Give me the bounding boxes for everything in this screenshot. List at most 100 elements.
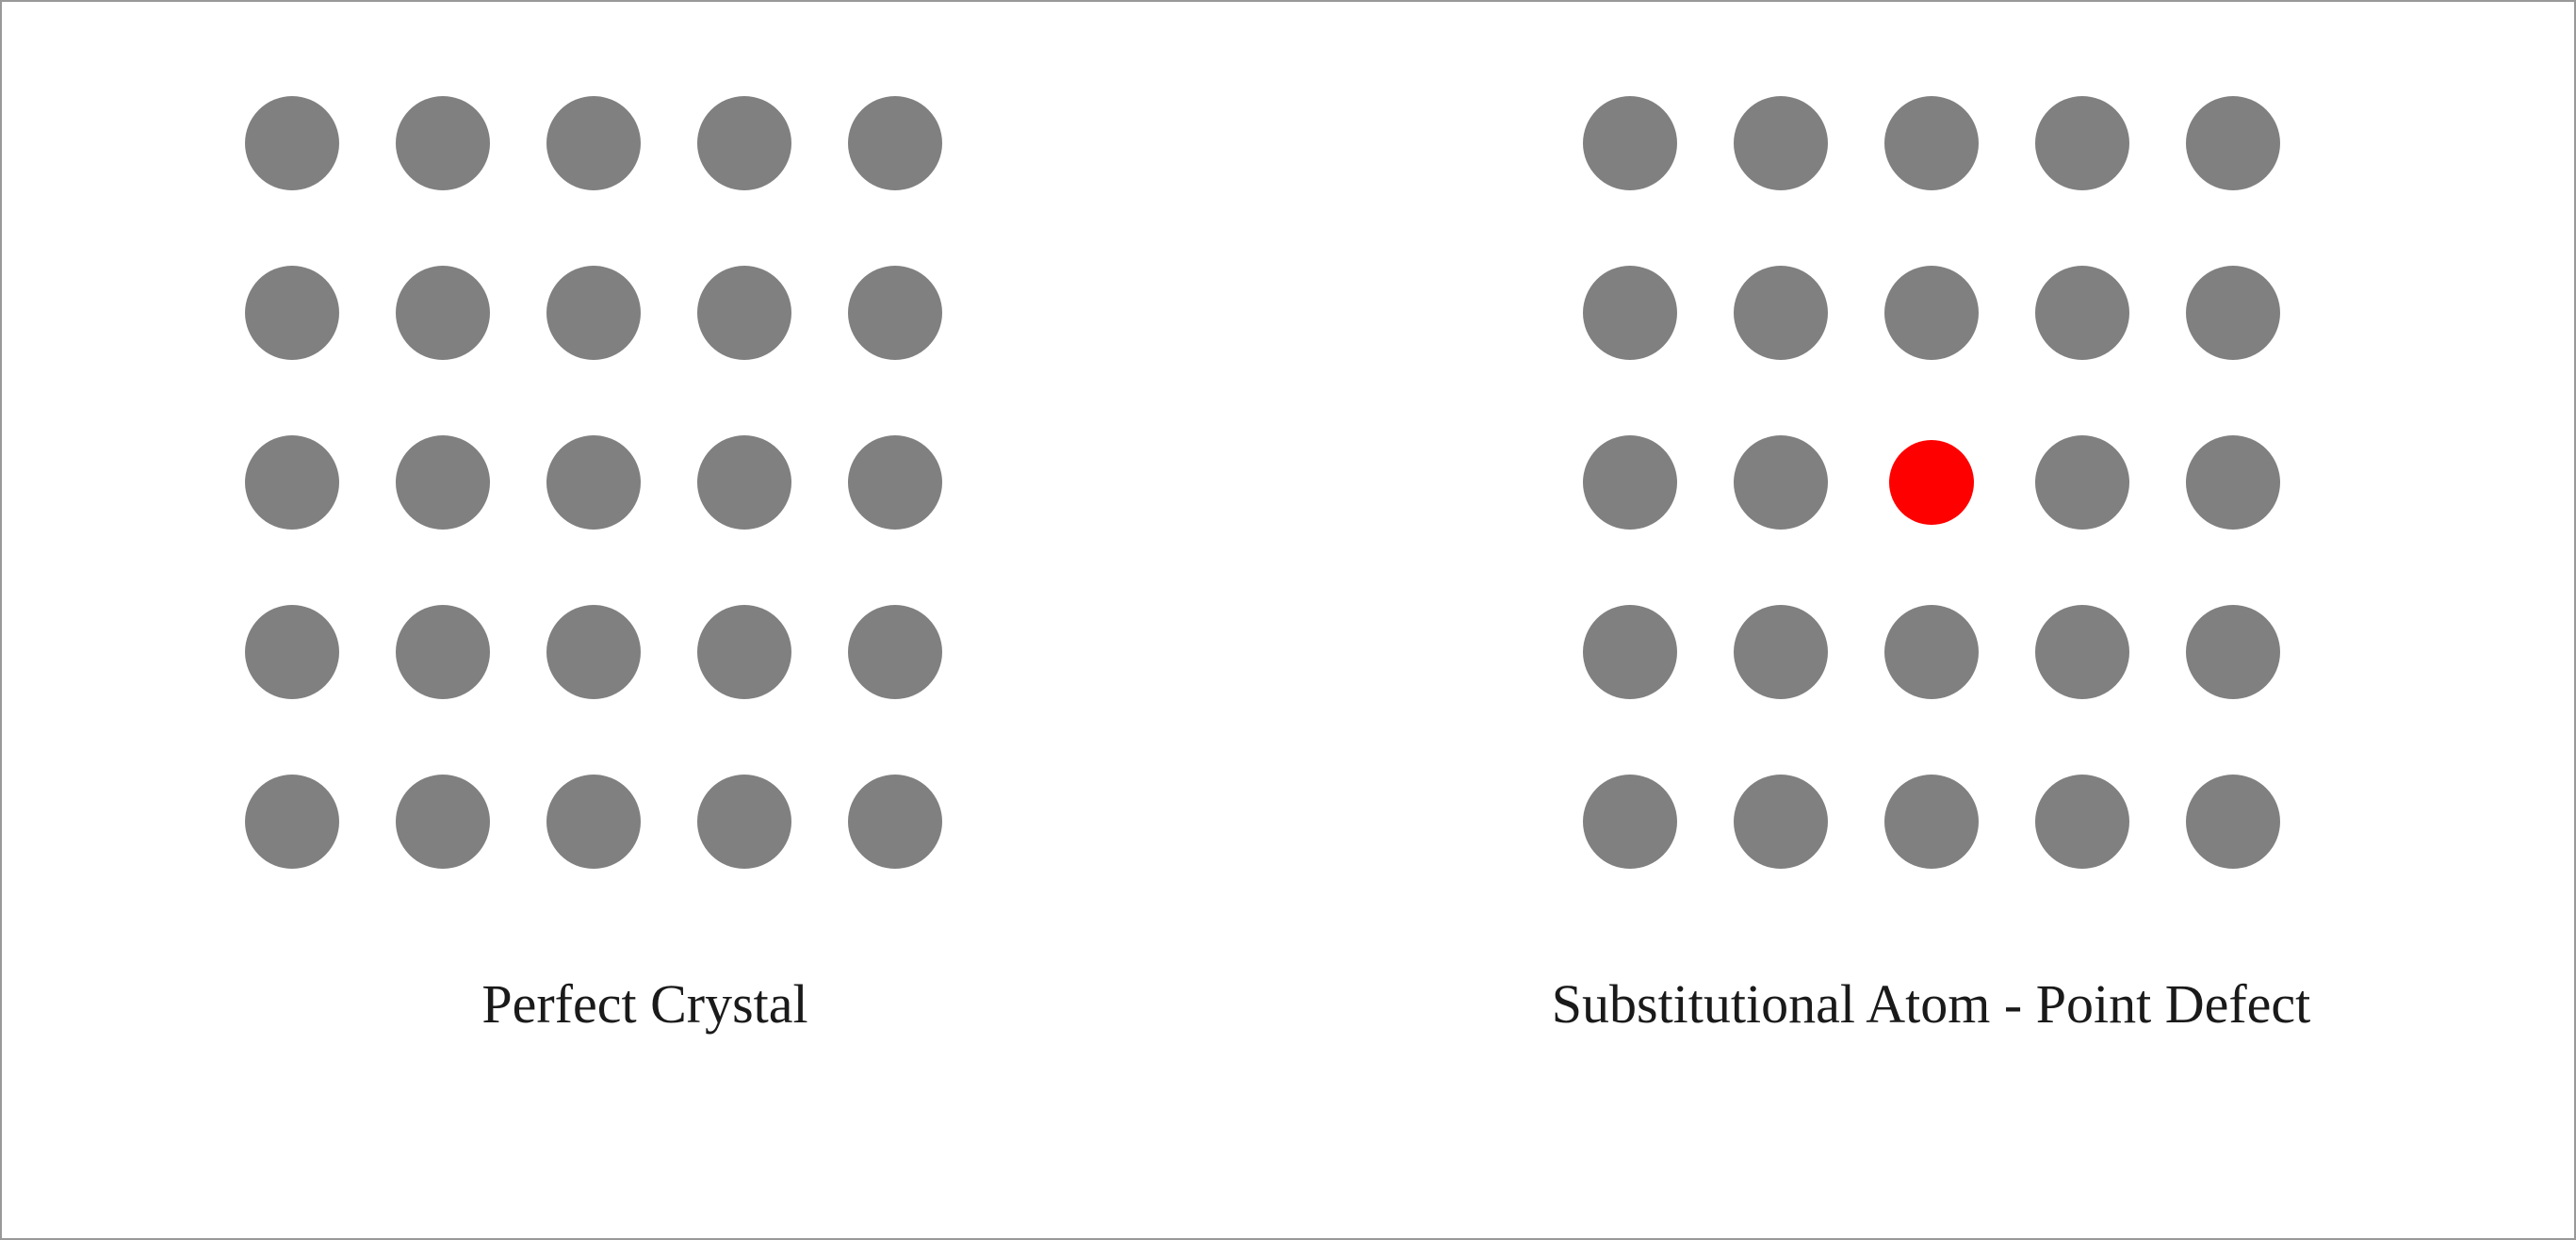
lattice-atom (1583, 266, 1677, 360)
atom-cell (546, 266, 641, 360)
lattice-atom (2035, 96, 2129, 190)
substitutional-defect-caption: Substitutional Atom - Point Defect (1552, 972, 2311, 1036)
atom-cell (697, 96, 791, 190)
lattice-atom (245, 266, 339, 360)
lattice-atom (848, 266, 942, 360)
substitutional-defect-lattice (1583, 96, 2280, 869)
atom-cell (2186, 605, 2280, 699)
atom-cell (2035, 96, 2129, 190)
atom-cell (848, 435, 942, 530)
atom-cell (1583, 266, 1677, 360)
lattice-atom (2035, 266, 2129, 360)
atom-cell (1734, 775, 1828, 869)
atom-cell (1884, 266, 1979, 360)
diagram-container: Perfect Crystal Substitutional Atom - Po… (2, 2, 2574, 1238)
atom-cell (396, 775, 490, 869)
atom-cell (245, 605, 339, 699)
lattice-atom (2186, 96, 2280, 190)
lattice-atom (697, 96, 791, 190)
atom-cell (546, 96, 641, 190)
atom-cell (396, 605, 490, 699)
lattice-atom (697, 266, 791, 360)
lattice-atom (245, 435, 339, 530)
atom-cell (1583, 96, 1677, 190)
lattice-atom (396, 266, 490, 360)
lattice-atom (1884, 775, 1979, 869)
lattice-atom (1884, 266, 1979, 360)
lattice-atom (1583, 435, 1677, 530)
lattice-atom (848, 775, 942, 869)
atom-cell (848, 96, 942, 190)
atom-cell (1583, 775, 1677, 869)
atom-cell (546, 605, 641, 699)
lattice-atom (697, 605, 791, 699)
lattice-atom (396, 605, 490, 699)
lattice-atom (2186, 435, 2280, 530)
lattice-atom (848, 96, 942, 190)
lattice-atom (1734, 266, 1828, 360)
atom-cell (396, 96, 490, 190)
lattice-atom (2186, 775, 2280, 869)
atom-cell (396, 435, 490, 530)
lattice-atom (546, 96, 641, 190)
atom-cell (245, 96, 339, 190)
lattice-atom (245, 775, 339, 869)
atom-cell (2186, 96, 2280, 190)
atom-cell (1884, 605, 1979, 699)
lattice-atom (2035, 435, 2129, 530)
atom-cell (848, 266, 942, 360)
lattice-atom (245, 96, 339, 190)
atom-cell (546, 775, 641, 869)
atom-cell (2035, 605, 2129, 699)
lattice-atom (396, 96, 490, 190)
lattice-atom (848, 605, 942, 699)
atom-cell (1884, 96, 1979, 190)
atom-cell (1734, 96, 1828, 190)
atom-cell (245, 775, 339, 869)
lattice-atom (2186, 266, 2280, 360)
lattice-atom (396, 435, 490, 530)
lattice-atom (1734, 96, 1828, 190)
lattice-atom (1734, 605, 1828, 699)
atom-cell (1884, 435, 1979, 530)
lattice-atom (1583, 605, 1677, 699)
atom-cell (1884, 775, 1979, 869)
atom-cell (2186, 435, 2280, 530)
atom-cell (2186, 775, 2280, 869)
atom-cell (1583, 435, 1677, 530)
lattice-atom (1583, 775, 1677, 869)
lattice-atom (2035, 775, 2129, 869)
atom-cell (546, 435, 641, 530)
lattice-atom (546, 605, 641, 699)
atom-cell (2035, 435, 2129, 530)
atom-cell (697, 435, 791, 530)
lattice-atom (1734, 775, 1828, 869)
lattice-atom (2035, 605, 2129, 699)
perfect-crystal-caption: Perfect Crystal (481, 972, 807, 1036)
atom-cell (2035, 266, 2129, 360)
perfect-crystal-lattice (245, 96, 942, 869)
lattice-atom (245, 605, 339, 699)
lattice-atom (1884, 96, 1979, 190)
lattice-atom (697, 775, 791, 869)
lattice-atom (546, 775, 641, 869)
lattice-atom (1884, 605, 1979, 699)
lattice-atom (1583, 96, 1677, 190)
lattice-atom (2186, 605, 2280, 699)
atom-cell (1734, 266, 1828, 360)
atom-cell (2186, 266, 2280, 360)
lattice-atom (848, 435, 942, 530)
atom-cell (245, 435, 339, 530)
atom-cell (396, 266, 490, 360)
lattice-atom (546, 435, 641, 530)
lattice-atom (396, 775, 490, 869)
atom-cell (1734, 605, 1828, 699)
substitutional-defect-panel: Substitutional Atom - Point Defect (1288, 2, 2574, 1238)
lattice-atom (697, 435, 791, 530)
atom-cell (697, 266, 791, 360)
perfect-crystal-panel: Perfect Crystal (2, 2, 1288, 1238)
substitutional-atom (1889, 440, 1974, 525)
lattice-atom (546, 266, 641, 360)
atom-cell (1734, 435, 1828, 530)
atom-cell (697, 775, 791, 869)
